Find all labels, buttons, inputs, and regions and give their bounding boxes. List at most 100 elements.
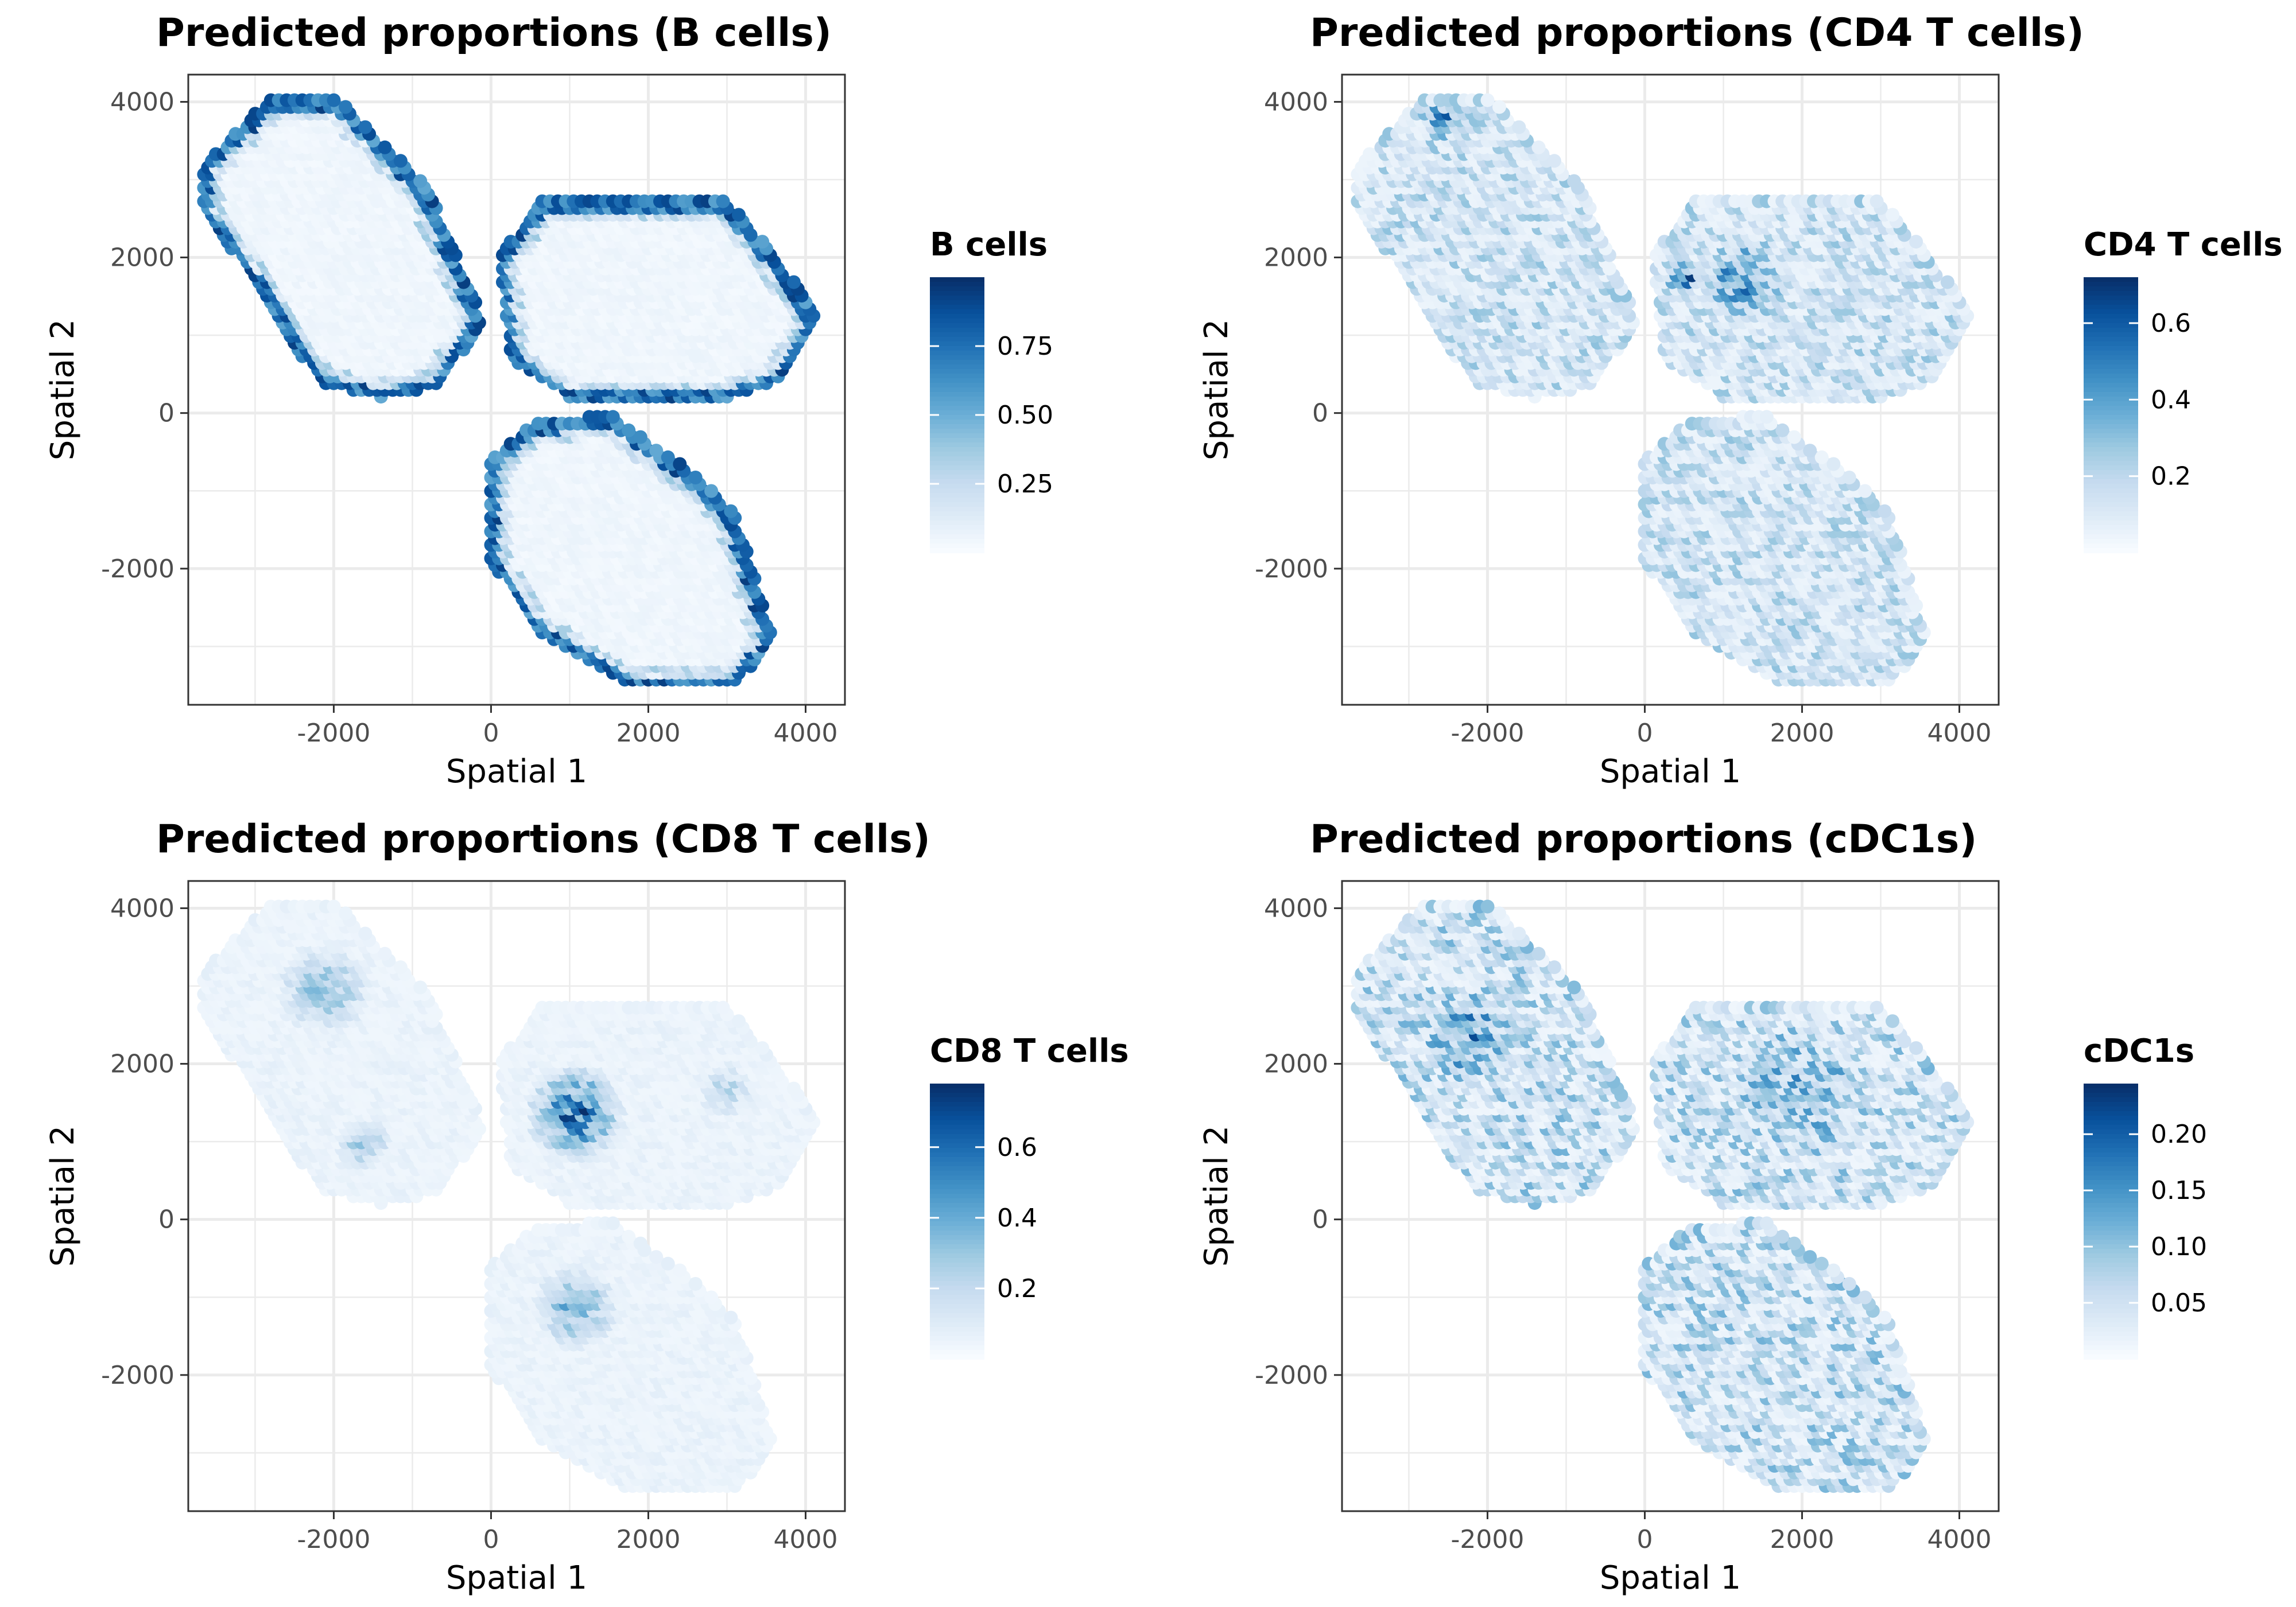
colorbar-segment — [930, 530, 984, 535]
colorbar-segment — [930, 420, 984, 425]
y-tick-label: 4000 — [110, 87, 174, 117]
spot — [673, 457, 687, 471]
y-tick-label: -2000 — [101, 554, 174, 584]
colorbar-segment — [930, 461, 984, 466]
panel-2: Predicted proportions (CD4 T cells)-2000… — [1198, 10, 2283, 790]
colorbar-segment — [930, 383, 984, 388]
colorbar-segment — [930, 277, 984, 282]
colorbar-segment — [930, 507, 984, 512]
colorbar-segment — [930, 511, 984, 517]
colorbar-segment — [930, 296, 984, 301]
spot — [755, 235, 770, 249]
y-tick-label: 2000 — [110, 243, 174, 273]
x-tick-label: -2000 — [297, 719, 371, 748]
spot — [1858, 484, 1872, 498]
panel-1: Predicted proportions (B cells) -2000 0 200… — [44, 10, 1053, 790]
y-axis-label: Spatial 2 — [44, 319, 82, 460]
colorbar-segment — [930, 305, 984, 310]
spot — [1842, 471, 1856, 484]
colorbar-segment — [930, 475, 984, 480]
spot — [661, 450, 675, 464]
colorbar-segment — [930, 291, 984, 296]
colorbar-segment — [930, 378, 984, 383]
spot — [1814, 450, 1829, 464]
colorbar-segment — [930, 521, 984, 526]
spot — [393, 154, 408, 168]
x-axis-label: Spatial 1 — [446, 753, 587, 790]
spot — [378, 140, 392, 154]
x-tick-label: 4000 — [774, 719, 838, 748]
colorbar-segment — [930, 286, 984, 292]
spot — [1759, 410, 1774, 424]
spot — [1787, 430, 1801, 444]
colorbar-segment — [930, 323, 984, 328]
spot — [716, 194, 730, 208]
legend-title: B cells — [930, 226, 1048, 263]
y-tick-label: 0 — [158, 399, 174, 428]
colorbar-tick-label: 0.25 — [997, 469, 1053, 499]
colorbar-segment — [930, 488, 984, 494]
colorbar-segment — [930, 525, 984, 530]
colorbar-segment — [930, 502, 984, 507]
chart-title: Predicted proportions (CD4 T cells) — [1310, 10, 2084, 56]
spot — [1826, 457, 1841, 471]
spot — [649, 444, 664, 458]
colorbar-segment — [930, 351, 984, 356]
spot — [413, 174, 428, 188]
colorbar-segment — [930, 360, 984, 365]
colorbar-segment — [930, 387, 984, 393]
colorbar-segment — [930, 516, 984, 521]
spot — [339, 100, 352, 114]
spot — [633, 430, 647, 444]
colorbar-segment — [930, 392, 984, 397]
colorbar-segment — [930, 438, 984, 443]
colorbar-segment — [930, 319, 984, 324]
x-tick-label: 2000 — [616, 719, 680, 748]
colorbar-segment — [930, 429, 984, 434]
colorbar-segment — [930, 544, 984, 549]
spot — [1803, 444, 1817, 458]
colorbar-segment — [930, 374, 984, 379]
colorbar-segment — [930, 493, 984, 498]
colorbar-segment — [930, 539, 984, 544]
colorbar-segment — [930, 456, 984, 461]
x-tick-label: 0 — [483, 719, 499, 748]
chart-title: Predicted proportions (B cells) — [156, 10, 832, 56]
colorbar-segment — [930, 447, 984, 452]
colorbar-segment — [930, 328, 984, 333]
spot — [786, 275, 801, 289]
spot — [1878, 504, 1892, 518]
spot — [622, 423, 636, 437]
colorbar-segment — [930, 401, 984, 406]
colorbar-tick-label: 0.75 — [997, 332, 1053, 361]
spot — [606, 410, 620, 424]
colorbar-segment — [930, 397, 984, 402]
colorbar-tick-label: 0.50 — [997, 401, 1053, 430]
colorbar-segment — [930, 314, 984, 319]
colorbar-segment — [930, 332, 984, 337]
spots — [197, 93, 821, 687]
spot — [358, 120, 373, 134]
colorbar-segment — [930, 452, 984, 457]
colorbar-segment — [930, 369, 984, 374]
spot — [704, 484, 719, 498]
colorbar-segment — [930, 534, 984, 539]
colorbar-segment — [930, 309, 984, 315]
colorbar-segment — [930, 442, 984, 448]
colorbar-segment — [930, 424, 984, 429]
legend: B cells 0.25 0.50 0.75 — [930, 226, 1053, 553]
spot — [1775, 423, 1790, 437]
spot — [724, 504, 738, 518]
colorbar-segment — [930, 337, 984, 342]
colorbar-segment — [930, 465, 984, 471]
colorbar-segment — [930, 282, 984, 287]
colorbar-segment — [930, 470, 984, 475]
colorbar-segment — [930, 300, 984, 305]
colorbar-segment — [930, 406, 984, 411]
colorbar-segment — [930, 364, 984, 370]
colorbar-segment — [930, 498, 984, 503]
spot — [327, 93, 341, 107]
colorbar-segment — [930, 548, 984, 553]
colorbar-segment — [930, 433, 984, 438]
